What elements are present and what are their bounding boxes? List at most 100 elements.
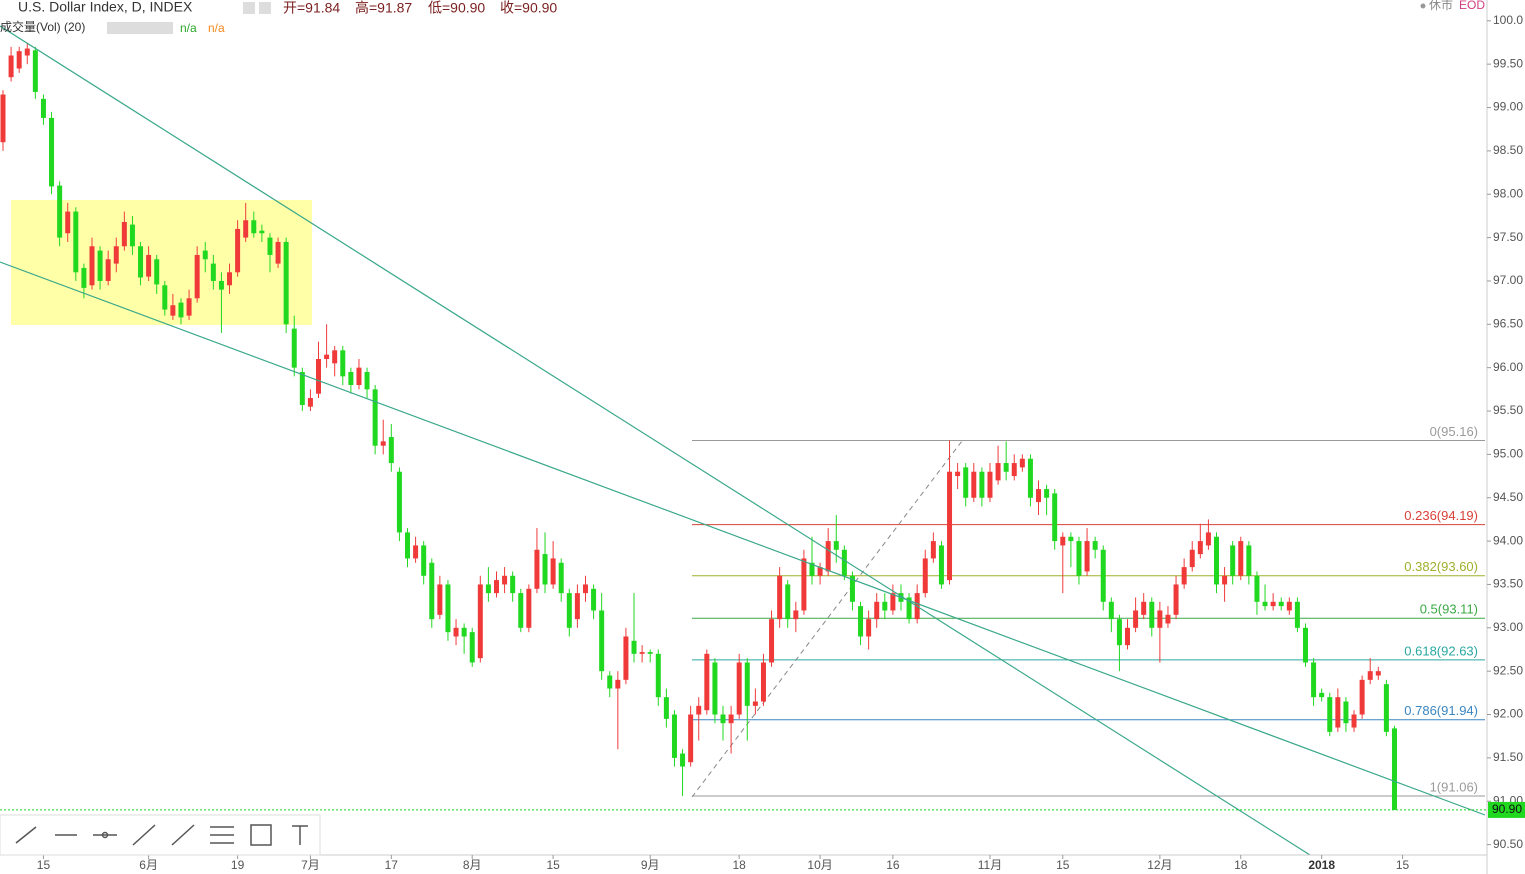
last-price-box <box>1488 801 1525 818</box>
candle-body <box>485 584 491 594</box>
candle-body <box>89 246 95 286</box>
y-tick-label: 92.00 <box>1493 707 1523 721</box>
candle-body <box>647 652 653 654</box>
tool-text[interactable] <box>292 825 308 845</box>
candle-body <box>1367 671 1373 680</box>
y-tick-label: 96.50 <box>1493 316 1523 330</box>
candle-body <box>1343 701 1349 724</box>
candle-body <box>607 675 613 689</box>
y-tick-label: 94.00 <box>1493 533 1523 547</box>
header-low: 低=90.90 <box>428 0 485 16</box>
candle-body <box>324 354 330 359</box>
candle-body <box>639 652 645 654</box>
candle-body <box>437 584 443 615</box>
candle-body <box>332 350 338 364</box>
tool-rect[interactable] <box>250 824 272 846</box>
candle-body <box>380 441 386 446</box>
candle-body <box>493 580 499 594</box>
candle-body <box>477 584 483 659</box>
candle-body <box>631 640 637 654</box>
candle-body <box>566 593 572 628</box>
candle-body <box>413 545 419 559</box>
x-tick-label: 15 <box>1396 858 1410 872</box>
candle-body <box>1084 541 1090 572</box>
candle-body <box>1181 567 1187 585</box>
tool-extended[interactable] <box>171 824 195 846</box>
candle-body <box>251 220 257 234</box>
candle-body <box>1302 627 1308 663</box>
candle-body <box>1214 536 1219 585</box>
candle-body <box>849 575 855 602</box>
candle-body <box>283 241 289 325</box>
candle-body <box>1197 541 1203 555</box>
candle-body <box>680 753 686 767</box>
candle-body <box>421 545 427 576</box>
icon[interactable] <box>243 2 255 14</box>
y-tick-label: 95.00 <box>1493 447 1523 461</box>
chart-title: U.S. Dollar Index, D, INDEX <box>18 0 193 15</box>
volume-icons[interactable] <box>107 22 173 34</box>
candle-body <box>218 280 224 290</box>
x-tick-label: 19 <box>231 858 245 872</box>
candle-body <box>1189 549 1195 568</box>
y-tick-label: 97.00 <box>1493 273 1523 287</box>
candle-body <box>1319 692 1325 698</box>
candle-body <box>785 584 791 620</box>
y-tick-label: 94.50 <box>1493 490 1523 504</box>
candle-body <box>1125 627 1131 646</box>
fib-label: 0.5(93.11) <box>1420 602 1478 617</box>
candle-body <box>591 588 597 611</box>
y-tick-label: 98.00 <box>1493 186 1523 200</box>
tool-brush[interactable] <box>15 826 37 844</box>
candle-body <box>299 372 305 405</box>
candle-body <box>1327 697 1333 732</box>
fib-label: 0.382(93.60) <box>1404 559 1478 574</box>
candle-body <box>502 575 508 585</box>
x-tick-label: 12月 <box>1147 858 1172 872</box>
candle-body <box>542 554 548 585</box>
candle-body <box>1141 601 1147 615</box>
candle-body <box>1044 489 1050 498</box>
candle-body <box>760 662 766 702</box>
trend-line <box>0 261 1486 816</box>
candle-body <box>1060 536 1066 546</box>
candle-body <box>858 606 864 637</box>
candle-body <box>1375 671 1381 676</box>
candle-body <box>356 367 362 386</box>
y-tick-label: 95.50 <box>1493 403 1523 417</box>
candle-body <box>1286 601 1292 611</box>
highlight-box <box>11 200 312 325</box>
fib-diagonal <box>691 440 963 798</box>
volume-value: n/a <box>180 21 197 35</box>
candle-body <box>348 372 354 386</box>
candle-body <box>1270 601 1276 607</box>
candle-body <box>0 94 6 143</box>
candle-body <box>1157 610 1163 628</box>
candle-body <box>1262 601 1268 607</box>
candle-body <box>57 185 63 238</box>
candle-body <box>890 593 896 611</box>
candle-body <box>267 237 273 255</box>
candle-body <box>720 714 726 724</box>
y-tick-label: 99.00 <box>1493 100 1523 114</box>
candle-body <box>121 221 127 247</box>
trend-line <box>0 25 1311 856</box>
tool-ray-dot[interactable] <box>101 831 109 839</box>
x-tick-label: 16 <box>886 858 900 872</box>
icon[interactable] <box>259 2 271 14</box>
candle-body <box>874 601 880 620</box>
candle-body <box>1246 545 1252 576</box>
candle-body <box>866 619 872 637</box>
tool-trend[interactable] <box>132 824 156 846</box>
candle-body <box>534 549 540 589</box>
candle-body <box>364 372 370 390</box>
candle-body <box>1294 601 1300 628</box>
candle-body <box>1068 536 1074 542</box>
candle-body <box>81 267 87 288</box>
y-tick-label: 96.00 <box>1493 360 1523 374</box>
candle-body <box>16 51 22 69</box>
candle-body <box>1254 575 1260 602</box>
candle-body <box>113 246 119 264</box>
candle-body <box>1351 714 1357 728</box>
